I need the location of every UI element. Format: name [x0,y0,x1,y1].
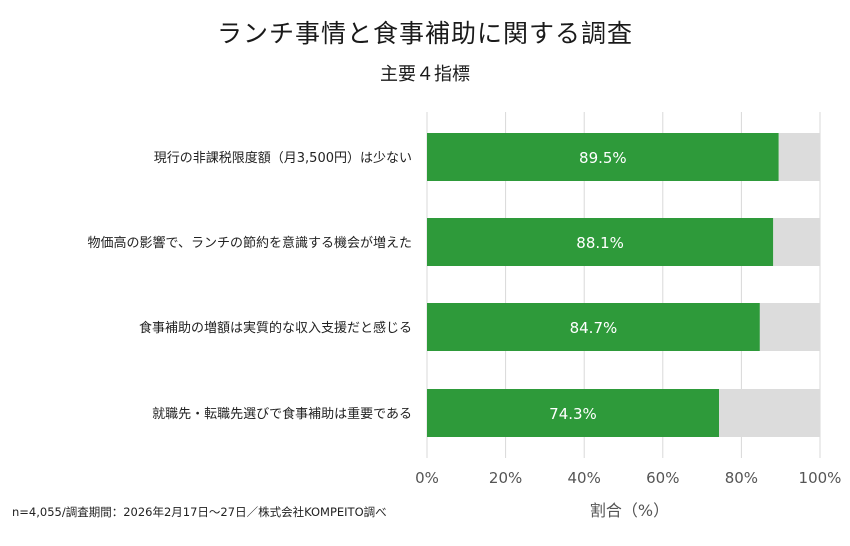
x-tick-label: 0% [415,469,439,487]
category-label: 食事補助の増額は実質的な収入支援だと感じる [139,320,412,336]
bar-remainder [759,303,820,351]
bars [427,133,820,437]
data-label: 88.1% [576,234,624,252]
category-label: 物価高の影響で、ランチの節約を意識する機会が増えた [88,235,412,251]
x-tick-label: 80% [725,469,758,487]
bar-agree [427,303,760,351]
footnote: n=4,055/調査期間：2026年2月17日〜27日／株式会社KOMPEITO… [12,505,387,519]
bar-agree [427,133,779,181]
bar-agree [427,218,774,266]
labels: 0% 20% 40% 60% 80% 100% 89.5% 現行の非課税限度額（月3,500円… [88,149,842,520]
bar-agree [427,389,719,437]
x-tick-label: 60% [646,469,679,487]
category-label: 就職先・転職先選びで食事補助は重要である [152,406,412,422]
bar-remainder [778,133,820,181]
data-label: 74.3% [549,405,597,423]
chart-title: ランチ事情と食事補助に関する調査 [216,19,633,48]
chart-subtitle: 主要４指標 [380,64,470,85]
data-label: 84.7% [570,319,618,337]
x-tick-label: 20% [489,469,522,487]
data-label: 89.5% [579,149,627,167]
bar-remainder [718,389,820,437]
x-tick-label: 40% [568,469,601,487]
category-label: 現行の非課税限度額（月3,500円）は少ない [154,150,412,166]
x-tick-label: 100% [799,469,842,487]
bar-remainder [773,218,820,266]
x-axis-label: 割合（%） [590,501,669,520]
